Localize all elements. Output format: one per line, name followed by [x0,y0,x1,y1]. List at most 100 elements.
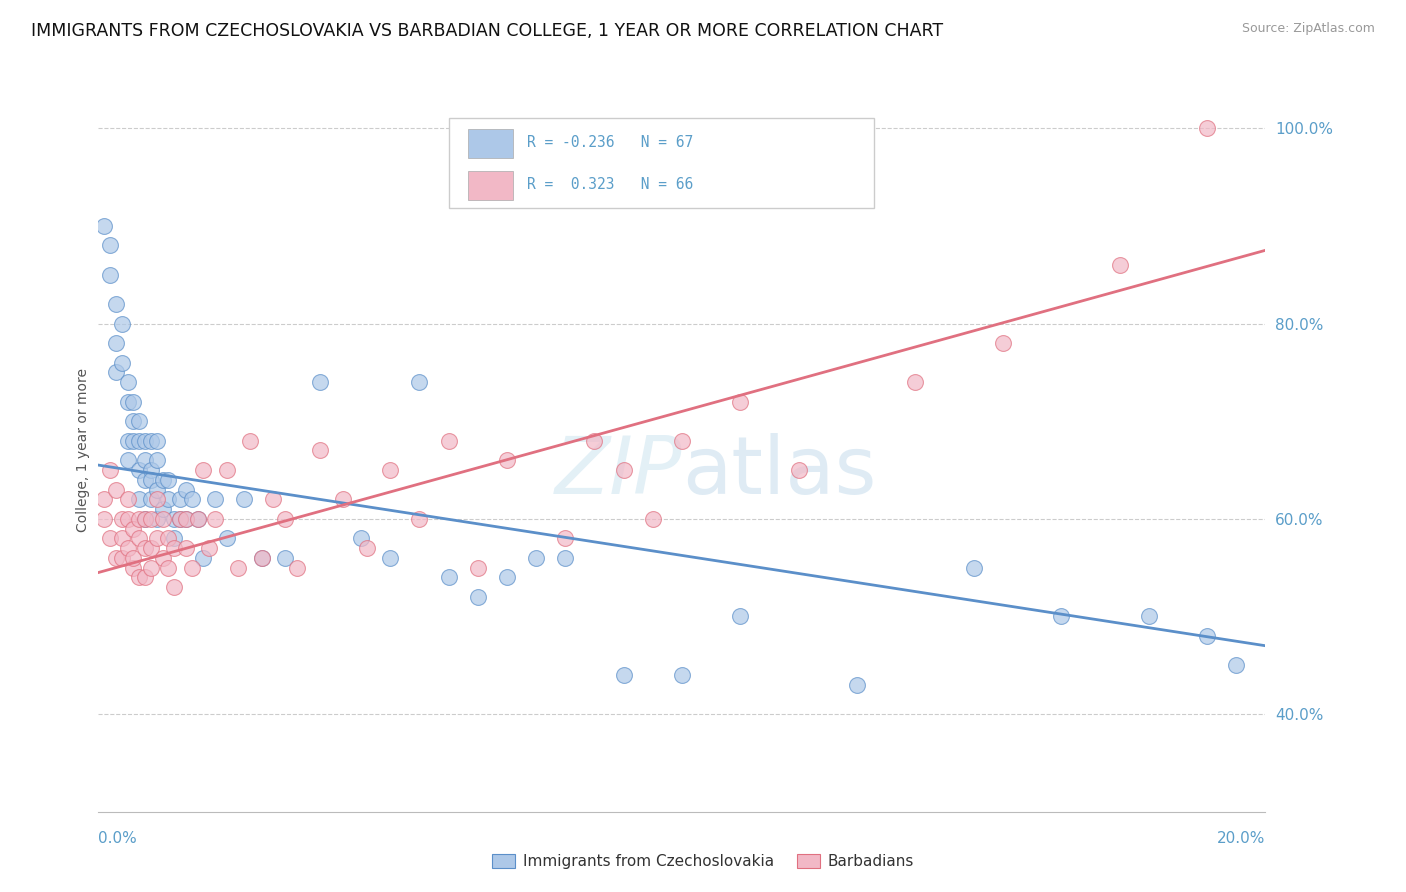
Point [554,532,576,546]
Point [134,541,156,555]
Point [641,512,664,526]
Point [93,492,115,507]
Point [1195,121,1218,136]
Point [117,492,139,507]
Point [139,473,162,487]
Text: atlas: atlas [682,434,876,511]
Point [524,550,547,565]
Point [309,375,332,389]
Point [128,570,150,584]
Point [163,541,186,555]
Point [309,443,332,458]
Point [1225,658,1247,673]
Point [408,375,430,389]
Point [583,434,606,448]
Point [128,492,150,507]
Point [612,463,634,477]
Point [122,434,145,448]
Point [174,541,197,555]
Point [98,532,121,546]
Point [274,512,297,526]
Text: 0.0%: 0.0% [98,831,138,847]
Point [169,512,191,526]
Point [111,532,134,546]
Point [1050,609,1073,624]
Point [163,532,186,546]
Point [98,238,121,252]
Point [117,541,139,555]
Point [122,550,145,565]
Point [1137,609,1160,624]
Point [174,512,197,526]
Point [163,580,186,594]
Point [437,434,460,448]
Point [380,550,402,565]
Text: R = -0.236   N = 67: R = -0.236 N = 67 [527,135,693,150]
FancyBboxPatch shape [468,129,513,159]
Point [128,532,150,546]
Point [117,453,139,467]
Point [180,560,202,574]
Point [187,512,209,526]
Point [730,394,752,409]
Point [437,570,460,584]
Legend: Immigrants from Czechoslovakia, Barbadians: Immigrants from Czechoslovakia, Barbadia… [486,848,920,875]
Point [157,492,180,507]
Point [117,512,139,526]
Point [198,541,221,555]
Point [350,532,373,546]
Point [204,492,226,507]
Point [671,434,693,448]
Point [104,336,127,351]
Point [215,532,238,546]
Point [332,492,354,507]
Point [152,502,174,516]
Point [187,512,209,526]
Point [146,483,169,497]
Text: IMMIGRANTS FROM CZECHOSLOVAKIA VS BARBADIAN COLLEGE, 1 YEAR OR MORE CORRELATION : IMMIGRANTS FROM CZECHOSLOVAKIA VS BARBAD… [31,22,943,40]
Point [233,492,256,507]
Point [174,512,197,526]
Point [554,550,576,565]
Point [250,550,273,565]
Point [122,414,145,428]
Point [787,463,810,477]
Point [250,550,273,565]
Point [215,463,238,477]
Point [117,434,139,448]
Point [169,512,191,526]
Point [1108,258,1130,272]
Point [204,512,226,526]
Point [228,560,250,574]
Point [111,550,134,565]
Point [671,668,693,682]
Point [356,541,378,555]
Point [239,434,262,448]
Point [93,219,115,233]
Point [134,512,156,526]
Point [467,560,489,574]
Point [157,473,180,487]
Point [98,463,121,477]
Point [134,473,156,487]
Text: ZIP: ZIP [554,434,682,511]
Point [139,492,162,507]
Point [193,463,215,477]
Point [146,532,169,546]
Point [157,560,180,574]
Point [285,560,308,574]
Point [122,394,145,409]
Point [274,550,297,565]
Point [122,522,145,536]
Point [122,560,145,574]
Point [1195,629,1218,643]
Point [146,492,169,507]
Point [128,512,150,526]
Point [139,541,162,555]
Point [496,570,519,584]
Point [104,365,127,379]
Point [139,434,162,448]
Point [991,336,1014,351]
Point [146,453,169,467]
Point [169,492,191,507]
